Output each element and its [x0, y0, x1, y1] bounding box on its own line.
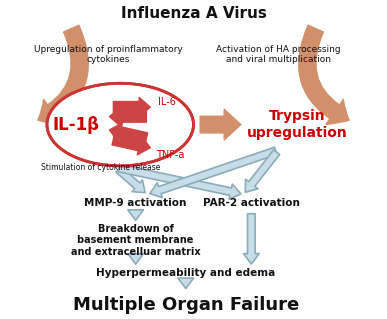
- Text: Stimulation of cytokine release: Stimulation of cytokine release: [41, 163, 161, 172]
- FancyArrowPatch shape: [113, 97, 150, 117]
- Text: Upregulation of proinflammatory
cytokines: Upregulation of proinflammatory cytokine…: [34, 45, 183, 64]
- Ellipse shape: [47, 83, 194, 166]
- Text: PAR-2 activation: PAR-2 activation: [203, 198, 300, 208]
- Text: TNF-a: TNF-a: [156, 150, 185, 160]
- Text: Trypsin
upregulation: Trypsin upregulation: [247, 109, 348, 140]
- FancyArrowPatch shape: [38, 25, 88, 124]
- FancyArrowPatch shape: [299, 25, 349, 124]
- FancyArrowPatch shape: [110, 123, 148, 144]
- FancyArrowPatch shape: [200, 109, 241, 140]
- Text: MMP-9 activation: MMP-9 activation: [84, 198, 187, 208]
- Text: IL-6: IL-6: [158, 97, 175, 107]
- Text: Activation of HA processing
and viral multiplication: Activation of HA processing and viral mu…: [216, 45, 341, 64]
- Text: Hyperpermeability and edema: Hyperpermeability and edema: [96, 268, 276, 278]
- FancyArrowPatch shape: [110, 107, 146, 126]
- Text: IL-1β: IL-1β: [52, 115, 99, 134]
- FancyArrowPatch shape: [112, 134, 150, 155]
- Text: Breakdown of
basement membrane
and extracelluar matrix: Breakdown of basement membrane and extra…: [71, 224, 200, 257]
- Text: Multiple Organ Failure: Multiple Organ Failure: [73, 296, 299, 314]
- Text: Influenza A Virus: Influenza A Virus: [121, 6, 266, 21]
